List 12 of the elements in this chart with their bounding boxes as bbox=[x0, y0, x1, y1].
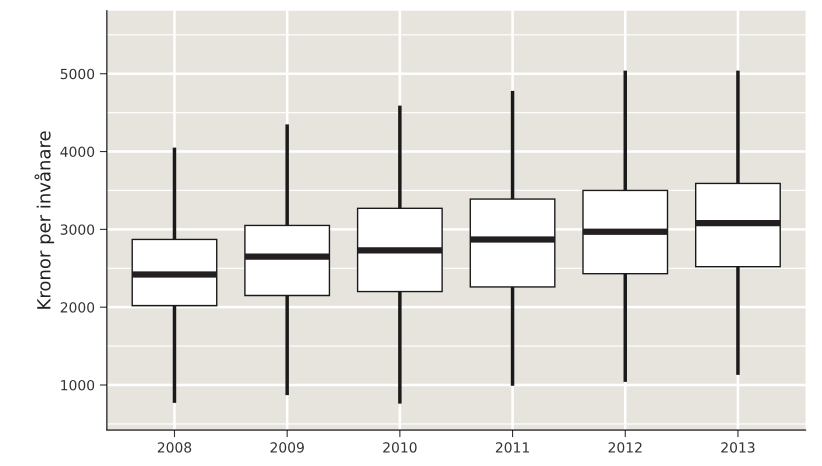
y-tick-label: 3000 bbox=[60, 224, 94, 235]
x-tick-label: 2013 bbox=[721, 442, 755, 453]
y-axis-title: Kronor per invånare bbox=[34, 131, 54, 309]
x-tick-label: 2009 bbox=[270, 442, 304, 453]
x-tick-label: 2012 bbox=[608, 442, 642, 453]
y-tick-label: 2000 bbox=[60, 302, 94, 313]
x-tick-label: 2010 bbox=[383, 442, 417, 453]
y-tick-label: 1000 bbox=[61, 380, 94, 390]
x-tick-label: 2011 bbox=[496, 442, 529, 453]
y-tick-label: 5000 bbox=[60, 68, 94, 80]
x-tick-label: 2008 bbox=[158, 442, 192, 453]
y-tick-label: 4000 bbox=[60, 146, 94, 158]
